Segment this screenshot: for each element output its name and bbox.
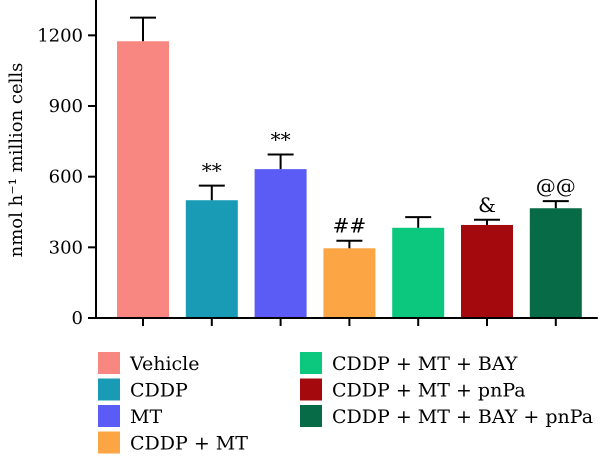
bar-6 bbox=[461, 224, 513, 318]
legend-label-2: CDDP bbox=[130, 380, 188, 402]
axes-group: 0 300 600 900 1200 bbox=[37, 0, 598, 329]
bar-4 bbox=[323, 248, 376, 318]
legend-label-7: CDDP + MT + BAY + pnPa bbox=[332, 406, 593, 428]
y-tick-label-2: 300 bbox=[49, 237, 83, 258]
legend-swatch-3 bbox=[98, 405, 120, 427]
bar-3 bbox=[254, 169, 307, 318]
bar-2 bbox=[185, 200, 238, 318]
legend-label-4: CDDP + MT bbox=[130, 433, 248, 455]
annotations-group: ** ** ## & @@ bbox=[202, 128, 576, 238]
legend-swatch-5 bbox=[300, 352, 322, 374]
legend-swatch-6 bbox=[300, 378, 322, 401]
legend: Vehicle CDDP MT CDDP + MT CDDP + MT + BAY CDD… bbox=[98, 352, 593, 455]
bar-7 bbox=[529, 208, 582, 318]
legend-label-1: Vehicle bbox=[129, 353, 200, 375]
bar-5 bbox=[392, 227, 445, 318]
legend-label-6: CDDP + MT + pnPa bbox=[332, 380, 526, 402]
y-tick-label-1: 0 bbox=[72, 308, 83, 329]
y-axis-label: nmol h⁻¹ million cells bbox=[6, 63, 27, 258]
y-tick-label-5: 1200 bbox=[37, 25, 83, 46]
legend-swatch-4 bbox=[98, 431, 120, 454]
legend-swatch-1 bbox=[98, 352, 120, 374]
significance-label-7: @@ bbox=[536, 174, 576, 198]
significance-label-4: ## bbox=[333, 214, 367, 238]
legend-swatch-7 bbox=[300, 405, 322, 427]
significance-label-6: & bbox=[478, 193, 496, 217]
bars-group bbox=[117, 41, 582, 318]
legend-label-5: CDDP + MT + BAY bbox=[332, 353, 518, 375]
bar-1 bbox=[117, 41, 169, 318]
legend-label-3: MT bbox=[130, 406, 162, 428]
legend-swatch-2 bbox=[98, 378, 120, 401]
y-tick-label-4: 900 bbox=[49, 96, 83, 117]
y-tick-label-3: 600 bbox=[49, 167, 83, 188]
significance-label-2: ** bbox=[202, 159, 222, 183]
significance-label-3: ** bbox=[271, 128, 291, 152]
error-bars-group bbox=[130, 16, 569, 249]
